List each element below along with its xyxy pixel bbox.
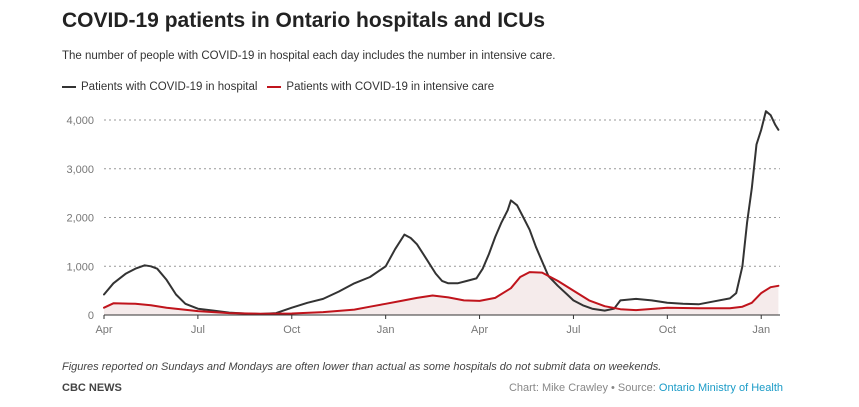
legend-label-hospital: Patients with COVID-19 in hospital — [81, 81, 258, 93]
icu-area — [104, 272, 779, 315]
hospital-series-line — [103, 110, 780, 315]
credit-text: Chart: Mike Crawley • Source: — [508, 382, 659, 394]
legend-item-icu: Patients with COVID-19 in intensive care — [267, 81, 494, 93]
x-tick-label: Oct — [659, 324, 676, 335]
y-tick-label: 0 — [88, 310, 94, 322]
x-tick-label: Jan — [377, 324, 395, 335]
y-tick-label: 4,000 — [66, 115, 94, 127]
gridlines — [104, 119, 780, 267]
x-tick-label: Oct — [283, 324, 300, 335]
x-tick-label: Jul — [191, 324, 205, 335]
chart-subtitle: The number of people with COVID-19 in ho… — [62, 50, 556, 62]
series-lines — [103, 110, 780, 315]
source-link[interactable]: Ontario Ministry of Health — [658, 382, 783, 394]
icu-area-layer — [104, 272, 779, 315]
x-tick-label: Jul — [566, 324, 580, 335]
y-tick-label: 1,000 — [66, 261, 94, 273]
legend-swatch-hospital — [62, 86, 76, 88]
data-note: Figures reported on Sundays and Mondays … — [62, 361, 662, 373]
credit-line: Chart: Mike Crawley • Source: Ontario Mi… — [509, 382, 783, 394]
legend-item-hospital: Patients with COVID-19 in hospital — [62, 81, 257, 93]
chart-title: COVID-19 patients in Ontario hospitals a… — [62, 9, 546, 32]
legend-swatch-icu — [267, 86, 282, 88]
icu-series-line — [103, 271, 780, 315]
legend-label-icu: Patients with COVID-19 in intensive care — [286, 81, 495, 93]
x-tick-label: Apr — [471, 324, 488, 335]
chart-legend: Patients with COVID-19 in hospital Patie… — [62, 81, 504, 93]
y-tick-label: 3,000 — [66, 164, 94, 176]
brand-label: CBC NEWS — [62, 382, 122, 394]
x-tick-label: Apr — [95, 324, 112, 335]
y-tick-label: 2,000 — [66, 213, 94, 225]
x-tick-label: Jan — [752, 324, 770, 335]
axes: 0 1,000 2,000 3,000 4,000 Apr Jul Oct Jan Apr Jul O… — [66, 115, 780, 335]
line-chart: 0 1,000 2,000 3,000 4,000 Apr Jul Oct Jan Apr Jul O… — [66, 110, 780, 335]
